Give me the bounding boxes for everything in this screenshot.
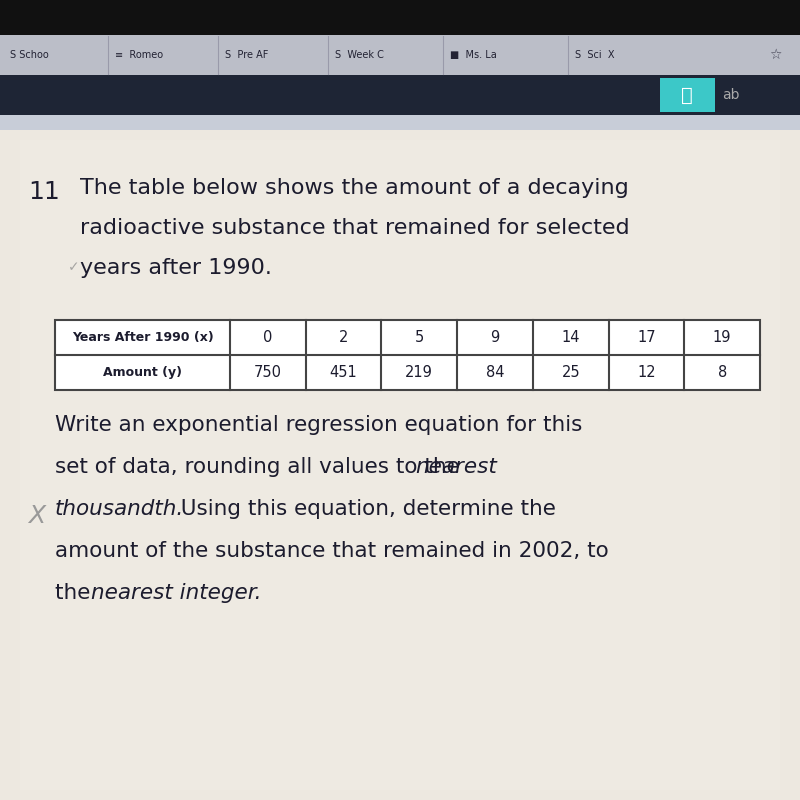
Text: X: X bbox=[28, 504, 45, 528]
Text: 750: 750 bbox=[254, 365, 282, 380]
Text: 11: 11 bbox=[28, 180, 60, 204]
Text: 12: 12 bbox=[637, 365, 656, 380]
Text: Write an exponential regression equation for this: Write an exponential regression equation… bbox=[55, 415, 582, 435]
Text: 19: 19 bbox=[713, 330, 731, 345]
Text: ✋: ✋ bbox=[681, 86, 693, 105]
Text: years after 1990.: years after 1990. bbox=[80, 258, 272, 278]
Bar bbox=[0, 115, 800, 130]
Text: ab: ab bbox=[722, 88, 739, 102]
Bar bbox=[0, 75, 800, 115]
Text: set of data, rounding all values to the: set of data, rounding all values to the bbox=[55, 457, 466, 477]
Bar bbox=[55, 320, 760, 390]
Bar bbox=[20, 140, 780, 790]
Text: ≡  Romeo: ≡ Romeo bbox=[115, 50, 163, 60]
Text: nearest: nearest bbox=[415, 457, 497, 477]
Text: ☆: ☆ bbox=[769, 48, 782, 62]
Text: 219: 219 bbox=[406, 365, 434, 380]
Bar bbox=[0, 35, 800, 75]
Text: amount of the substance that remained in 2002, to: amount of the substance that remained in… bbox=[55, 541, 609, 561]
Text: nearest integer.: nearest integer. bbox=[91, 583, 262, 603]
Bar bbox=[660, 78, 715, 112]
Text: 9: 9 bbox=[490, 330, 500, 345]
Text: Years After 1990 (x): Years After 1990 (x) bbox=[72, 331, 214, 344]
Text: S  Pre AF: S Pre AF bbox=[225, 50, 268, 60]
Text: S  Week C: S Week C bbox=[335, 50, 384, 60]
Text: S Schoo: S Schoo bbox=[10, 50, 49, 60]
Text: Amount (y): Amount (y) bbox=[103, 366, 182, 379]
Bar bbox=[0, 130, 800, 800]
Text: Using this equation, determine the: Using this equation, determine the bbox=[167, 499, 556, 519]
Text: 14: 14 bbox=[562, 330, 580, 345]
Text: 17: 17 bbox=[637, 330, 656, 345]
Text: 8: 8 bbox=[718, 365, 726, 380]
Text: 451: 451 bbox=[330, 365, 358, 380]
Text: The table below shows the amount of a decaying: The table below shows the amount of a de… bbox=[80, 178, 629, 198]
Bar bbox=[0, 0, 800, 35]
Text: the: the bbox=[55, 583, 98, 603]
Text: 0: 0 bbox=[263, 330, 273, 345]
Text: 5: 5 bbox=[414, 330, 424, 345]
Text: radioactive substance that remained for selected: radioactive substance that remained for … bbox=[80, 218, 630, 238]
Text: 2: 2 bbox=[339, 330, 348, 345]
Text: ✓: ✓ bbox=[68, 260, 80, 274]
Text: ■  Ms. La: ■ Ms. La bbox=[450, 50, 497, 60]
Text: S  Sci  X: S Sci X bbox=[575, 50, 614, 60]
Text: 84: 84 bbox=[486, 365, 504, 380]
Text: 25: 25 bbox=[562, 365, 580, 380]
Text: thousandth.: thousandth. bbox=[55, 499, 184, 519]
